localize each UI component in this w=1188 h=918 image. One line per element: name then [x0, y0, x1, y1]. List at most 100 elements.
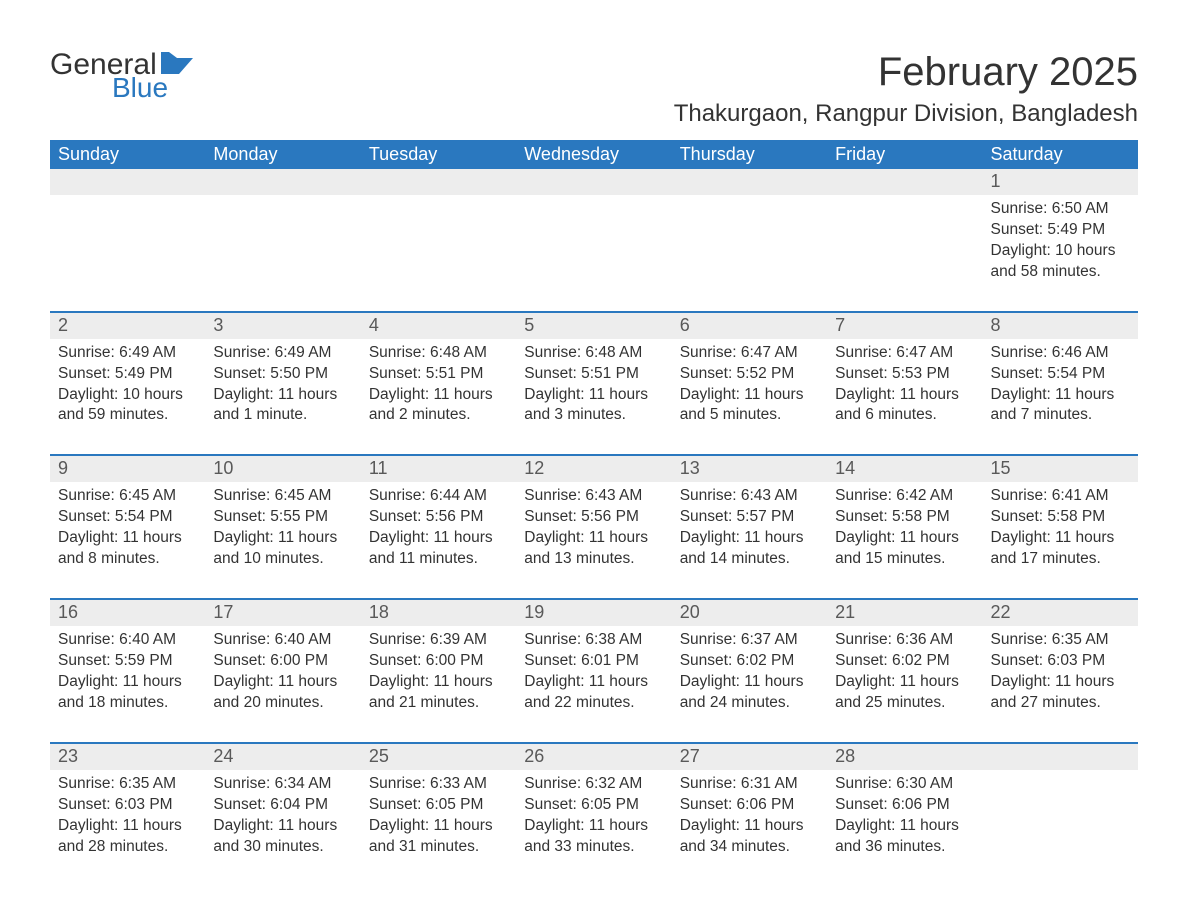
day-data: Sunrise: 6:41 AMSunset: 5:58 PMDaylight:…	[983, 482, 1138, 572]
day-number: 17	[205, 600, 360, 626]
sunrise-line: Sunrise: 6:43 AM	[524, 486, 663, 507]
page-title: February 2025	[674, 50, 1138, 94]
day-number: 8	[983, 313, 1138, 339]
week-number-row: 232425262728	[50, 743, 1138, 770]
week-body-row: Sunrise: 6:40 AMSunset: 5:59 PMDaylight:…	[50, 626, 1138, 743]
daylight-line: Daylight: 11 hours and 24 minutes.	[680, 672, 819, 714]
sunrise-line: Sunrise: 6:39 AM	[369, 630, 508, 651]
day-number	[672, 169, 827, 195]
sunrise-line: Sunrise: 6:37 AM	[680, 630, 819, 651]
sunset-line: Sunset: 5:52 PM	[680, 364, 819, 385]
day-number: 16	[50, 600, 205, 626]
weekday-header: Monday	[205, 140, 360, 169]
day-number: 9	[50, 456, 205, 482]
day-data: Sunrise: 6:45 AMSunset: 5:54 PMDaylight:…	[50, 482, 205, 572]
daylight-line: Daylight: 11 hours and 36 minutes.	[835, 816, 974, 858]
sunrise-line: Sunrise: 6:41 AM	[991, 486, 1130, 507]
sunset-line: Sunset: 5:58 PM	[835, 507, 974, 528]
day-number	[205, 169, 360, 195]
sunrise-line: Sunrise: 6:49 AM	[213, 343, 352, 364]
daylight-line: Daylight: 11 hours and 22 minutes.	[524, 672, 663, 714]
sunset-line: Sunset: 6:00 PM	[213, 651, 352, 672]
weekday-header: Tuesday	[361, 140, 516, 169]
day-data	[827, 195, 982, 201]
day-number: 23	[50, 744, 205, 770]
daylight-line: Daylight: 11 hours and 28 minutes.	[58, 816, 197, 858]
sunrise-line: Sunrise: 6:35 AM	[58, 774, 197, 795]
location: Thakurgaon, Rangpur Division, Bangladesh	[674, 100, 1138, 128]
daylight-line: Daylight: 11 hours and 20 minutes.	[213, 672, 352, 714]
day-number: 24	[205, 744, 360, 770]
day-number: 20	[672, 600, 827, 626]
daylight-line: Daylight: 11 hours and 31 minutes.	[369, 816, 508, 858]
day-data: Sunrise: 6:37 AMSunset: 6:02 PMDaylight:…	[672, 626, 827, 716]
day-data: Sunrise: 6:48 AMSunset: 5:51 PMDaylight:…	[361, 339, 516, 429]
day-number: 10	[205, 456, 360, 482]
weekday-header: Friday	[827, 140, 982, 169]
weekday-header: Saturday	[983, 140, 1138, 169]
day-number: 27	[672, 744, 827, 770]
day-data: Sunrise: 6:36 AMSunset: 6:02 PMDaylight:…	[827, 626, 982, 716]
sunrise-line: Sunrise: 6:48 AM	[369, 343, 508, 364]
day-data	[672, 195, 827, 201]
daylight-line: Daylight: 11 hours and 21 minutes.	[369, 672, 508, 714]
weekday-header: Wednesday	[516, 140, 671, 169]
sunset-line: Sunset: 6:02 PM	[835, 651, 974, 672]
sunset-line: Sunset: 5:53 PM	[835, 364, 974, 385]
sunrise-line: Sunrise: 6:33 AM	[369, 774, 508, 795]
day-data: Sunrise: 6:44 AMSunset: 5:56 PMDaylight:…	[361, 482, 516, 572]
day-data: Sunrise: 6:42 AMSunset: 5:58 PMDaylight:…	[827, 482, 982, 572]
day-data: Sunrise: 6:47 AMSunset: 5:53 PMDaylight:…	[827, 339, 982, 429]
sunrise-line: Sunrise: 6:45 AM	[58, 486, 197, 507]
daylight-line: Daylight: 11 hours and 25 minutes.	[835, 672, 974, 714]
sunset-line: Sunset: 5:56 PM	[524, 507, 663, 528]
sunrise-line: Sunrise: 6:40 AM	[213, 630, 352, 651]
day-data: Sunrise: 6:31 AMSunset: 6:06 PMDaylight:…	[672, 770, 827, 860]
sunrise-line: Sunrise: 6:49 AM	[58, 343, 197, 364]
day-number: 28	[827, 744, 982, 770]
day-number	[516, 169, 671, 195]
day-data: Sunrise: 6:35 AMSunset: 6:03 PMDaylight:…	[983, 626, 1138, 716]
daylight-line: Daylight: 11 hours and 27 minutes.	[991, 672, 1130, 714]
day-data: Sunrise: 6:39 AMSunset: 6:00 PMDaylight:…	[361, 626, 516, 716]
daylight-line: Daylight: 11 hours and 30 minutes.	[213, 816, 352, 858]
sunrise-line: Sunrise: 6:45 AM	[213, 486, 352, 507]
day-number: 19	[516, 600, 671, 626]
day-number: 26	[516, 744, 671, 770]
day-number: 14	[827, 456, 982, 482]
sunrise-line: Sunrise: 6:47 AM	[835, 343, 974, 364]
day-number: 7	[827, 313, 982, 339]
day-data: Sunrise: 6:45 AMSunset: 5:55 PMDaylight:…	[205, 482, 360, 572]
sunset-line: Sunset: 5:54 PM	[58, 507, 197, 528]
sunrise-line: Sunrise: 6:34 AM	[213, 774, 352, 795]
sunrise-line: Sunrise: 6:47 AM	[680, 343, 819, 364]
sunset-line: Sunset: 5:54 PM	[991, 364, 1130, 385]
daylight-line: Daylight: 11 hours and 18 minutes.	[58, 672, 197, 714]
sunset-line: Sunset: 6:05 PM	[369, 795, 508, 816]
daylight-line: Daylight: 11 hours and 17 minutes.	[991, 528, 1130, 570]
logo: General Blue	[50, 50, 199, 102]
day-data	[361, 195, 516, 201]
day-number: 13	[672, 456, 827, 482]
sunset-line: Sunset: 5:51 PM	[369, 364, 508, 385]
day-number	[50, 169, 205, 195]
daylight-line: Daylight: 11 hours and 33 minutes.	[524, 816, 663, 858]
sunset-line: Sunset: 6:05 PM	[524, 795, 663, 816]
sunset-line: Sunset: 6:01 PM	[524, 651, 663, 672]
daylight-line: Daylight: 11 hours and 1 minute.	[213, 385, 352, 427]
sunrise-line: Sunrise: 6:32 AM	[524, 774, 663, 795]
week-body-row: Sunrise: 6:49 AMSunset: 5:49 PMDaylight:…	[50, 339, 1138, 456]
day-data: Sunrise: 6:40 AMSunset: 6:00 PMDaylight:…	[205, 626, 360, 716]
sunset-line: Sunset: 6:03 PM	[58, 795, 197, 816]
week-number-row: 2345678	[50, 312, 1138, 339]
header: General Blue February 2025 Thakurgaon, R…	[50, 50, 1138, 136]
daylight-line: Daylight: 11 hours and 34 minutes.	[680, 816, 819, 858]
sunrise-line: Sunrise: 6:42 AM	[835, 486, 974, 507]
daylight-line: Daylight: 11 hours and 8 minutes.	[58, 528, 197, 570]
sunrise-line: Sunrise: 6:43 AM	[680, 486, 819, 507]
day-data: Sunrise: 6:46 AMSunset: 5:54 PMDaylight:…	[983, 339, 1138, 429]
daylight-line: Daylight: 11 hours and 7 minutes.	[991, 385, 1130, 427]
sunset-line: Sunset: 5:50 PM	[213, 364, 352, 385]
day-data: Sunrise: 6:32 AMSunset: 6:05 PMDaylight:…	[516, 770, 671, 860]
day-data	[983, 770, 1138, 776]
